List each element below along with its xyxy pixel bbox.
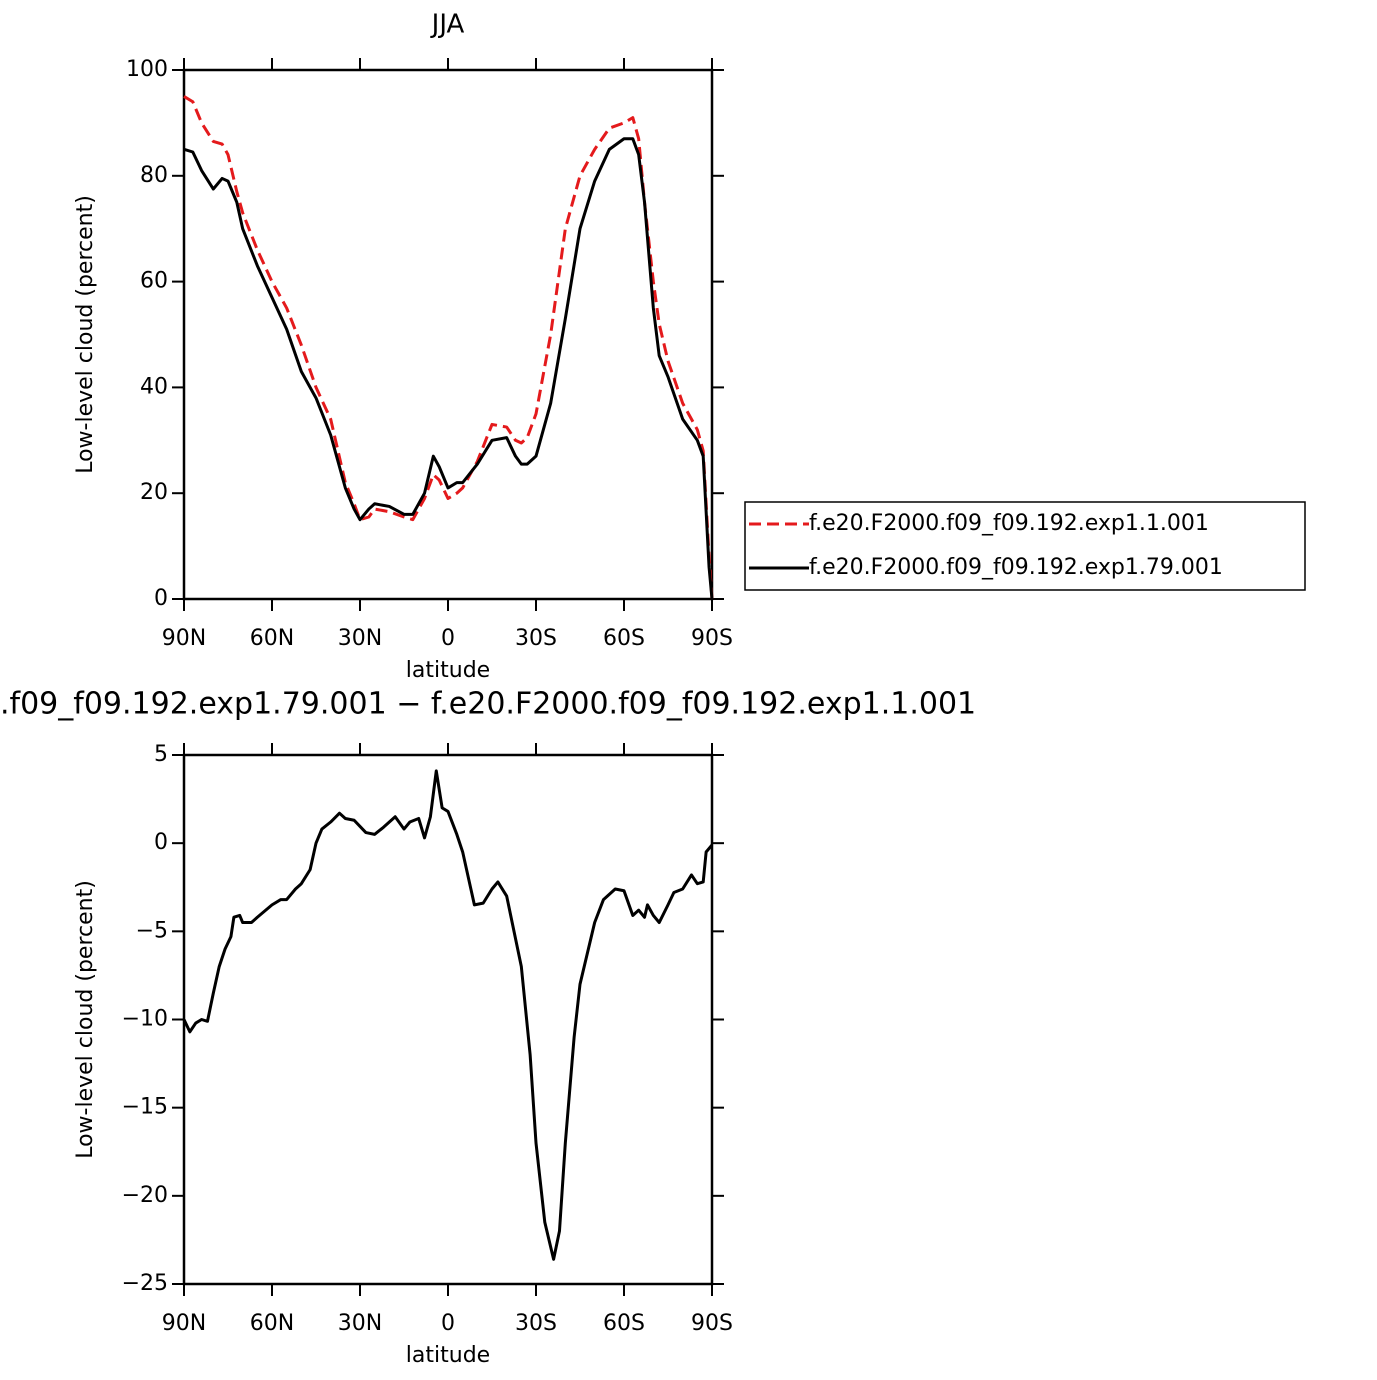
y-tick-label: −20 (122, 1183, 168, 1208)
x-axis-label: latitude (406, 1343, 490, 1368)
legend-box (744, 501, 1306, 591)
x-axis-label: latitude (406, 658, 490, 683)
x-tick-label: 0 (441, 1311, 455, 1336)
x-tick-label: 90S (691, 1311, 733, 1336)
y-tick-label: 5 (154, 742, 168, 767)
x-tick-label: 90N (162, 1311, 206, 1336)
y-axis-label: Low-level cloud (percent) (73, 880, 98, 1159)
y-tick-label: 0 (154, 830, 168, 855)
y-tick-label: −15 (122, 1095, 168, 1120)
y-tick-label: 20 (140, 480, 168, 505)
series-line (183, 137, 714, 600)
chart-title: .f09_f09.192.exp1.79.001 − f.e20.F2000.f… (0, 687, 976, 722)
x-tick-label: 30S (515, 1311, 557, 1336)
y-tick-label: −5 (136, 918, 168, 943)
plot-frame (182, 68, 714, 601)
x-tick-label: 90N (162, 626, 206, 651)
series-line (183, 95, 714, 600)
y-tick-label: −25 (122, 1271, 168, 1296)
x-tick-label: 30N (338, 626, 382, 651)
y-tick-label: 100 (126, 57, 168, 82)
x-tick-label: 90S (691, 626, 733, 651)
x-tick-label: 30S (515, 626, 557, 651)
x-tick-label: 60N (250, 1311, 294, 1336)
x-tick-label: 60S (603, 1311, 645, 1336)
y-tick-label: −10 (122, 1007, 168, 1032)
legend-label: f.e20.F2000.f09_f09.192.exp1.79.001 (809, 555, 1223, 580)
x-tick-label: 60N (250, 626, 294, 651)
y-tick-label: 60 (140, 269, 168, 294)
x-tick-label: 60S (603, 626, 645, 651)
chart-title: JJA (430, 10, 465, 40)
legend-label: f.e20.F2000.f09_f09.192.exp1.1.001 (809, 511, 1209, 536)
series-line (182, 769, 714, 1261)
x-tick-label: 30N (338, 1311, 382, 1336)
y-tick-label: 40 (140, 374, 168, 399)
y-tick-label: 0 (154, 586, 168, 611)
plot-frame (182, 753, 714, 1286)
y-tick-label: 80 (140, 163, 168, 188)
x-tick-label: 0 (441, 626, 455, 651)
y-axis-label: Low-level cloud (percent) (73, 195, 98, 474)
